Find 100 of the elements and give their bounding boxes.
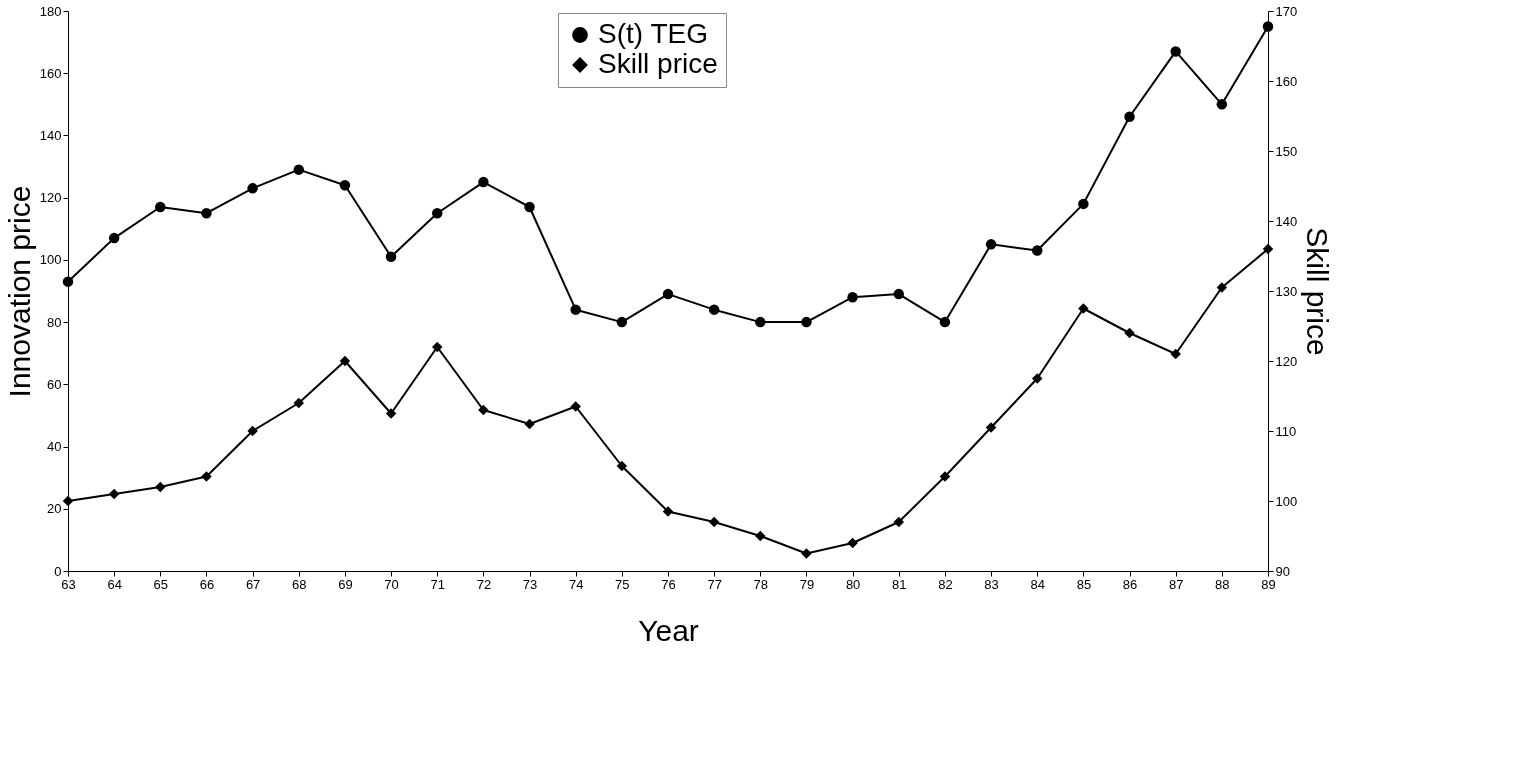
x-tick-label: 71 — [430, 576, 445, 592]
y-tick-label: 140 — [39, 127, 62, 143]
point — [847, 537, 858, 549]
point — [201, 471, 212, 482]
point — [939, 316, 951, 328]
point — [201, 207, 212, 219]
point — [1216, 99, 1228, 110]
point — [524, 418, 535, 430]
point — [755, 316, 766, 328]
y2-tick-label: 110 — [1275, 423, 1297, 439]
point — [939, 471, 951, 482]
point — [478, 404, 489, 416]
point — [708, 304, 720, 315]
point — [1170, 46, 1181, 57]
point — [755, 530, 766, 542]
point — [1078, 198, 1089, 210]
y2-tick-label: 90 — [1275, 563, 1290, 579]
x-axis-title: Year — [638, 613, 699, 647]
x-tick-label: 85 — [1076, 576, 1092, 592]
y2-tick-label: 150 — [1275, 143, 1298, 159]
y2-tick-label: 130 — [1275, 283, 1298, 299]
point — [1262, 243, 1274, 255]
y-tick-label: 120 — [39, 190, 62, 206]
point — [155, 201, 166, 213]
point — [1078, 303, 1089, 314]
point — [893, 516, 905, 528]
y-tick-label: 80 — [47, 314, 62, 330]
y-tick-label: 100 — [39, 252, 62, 268]
point — [1031, 245, 1043, 256]
x-tick-label: 88 — [1215, 576, 1230, 592]
point — [1216, 282, 1228, 293]
point — [431, 341, 443, 353]
y2-tick-label: 140 — [1275, 213, 1298, 229]
x-tick-label: 68 — [292, 576, 307, 592]
point — [478, 176, 489, 188]
y-tick-label: 0 — [54, 563, 62, 579]
y-tick-label: 160 — [39, 65, 62, 81]
point — [893, 288, 905, 300]
point — [247, 425, 258, 437]
point — [293, 397, 305, 409]
point — [708, 516, 720, 528]
x-tick-label: 66 — [199, 576, 215, 592]
point — [662, 506, 674, 517]
x-tick-label: 89 — [1261, 576, 1276, 592]
point — [1124, 111, 1135, 123]
legend-label: S(t) TEG — [598, 18, 708, 49]
x-tick-label: 73 — [522, 576, 538, 592]
point — [801, 316, 812, 328]
y-tick-label: 180 — [39, 3, 62, 19]
y-axis-title: Innovation price — [2, 185, 36, 398]
x-tick-label: 76 — [661, 576, 676, 592]
point — [662, 288, 674, 300]
x-tick-label: 78 — [753, 576, 769, 592]
x-tick-label: 80 — [845, 576, 861, 592]
y2-tick-label: 170 — [1275, 3, 1298, 19]
point — [247, 183, 258, 194]
point — [62, 276, 74, 287]
y2-axis-title: Skill price — [1301, 227, 1335, 356]
x-tick-label: 65 — [153, 576, 169, 592]
x-tick-label: 84 — [1030, 576, 1045, 592]
point — [570, 304, 581, 315]
point — [1262, 21, 1274, 32]
point — [847, 291, 858, 303]
y-tick-label: 60 — [47, 376, 62, 392]
point — [985, 239, 997, 250]
point — [570, 401, 581, 412]
x-tick-label: 81 — [892, 576, 907, 592]
x-tick-label: 79 — [799, 576, 815, 592]
x-tick-label: 87 — [1168, 576, 1184, 592]
x-tick-label: 75 — [615, 576, 630, 592]
point — [1170, 348, 1181, 360]
x-tick-label: 82 — [938, 576, 953, 592]
point — [108, 232, 120, 244]
y-tick-label: 20 — [47, 501, 62, 517]
point — [385, 251, 397, 263]
point — [155, 481, 166, 493]
y2-tick-label: 100 — [1275, 493, 1298, 509]
point — [339, 179, 351, 191]
point — [801, 548, 812, 559]
x-tick-label: 70 — [384, 576, 399, 592]
point — [616, 316, 628, 328]
x-tick-label: 67 — [245, 576, 261, 592]
x-tick-label: 77 — [707, 576, 722, 592]
legend-label: Skill price — [598, 48, 718, 79]
y2-tick-label: 160 — [1275, 73, 1298, 89]
point — [339, 355, 351, 367]
point — [385, 408, 397, 419]
point — [616, 460, 628, 472]
point — [108, 488, 120, 500]
x-tick-label: 74 — [568, 576, 584, 592]
y2-tick-label: 120 — [1275, 353, 1298, 369]
x-tick-label: 63 — [61, 576, 76, 592]
x-tick-label: 86 — [1122, 576, 1138, 592]
x-tick-label: 69 — [338, 576, 353, 592]
y-tick-label: 40 — [47, 439, 62, 455]
point — [1031, 373, 1043, 384]
point — [293, 164, 305, 175]
point — [431, 207, 443, 219]
point — [524, 201, 535, 213]
x-tick-label: 72 — [476, 576, 492, 592]
